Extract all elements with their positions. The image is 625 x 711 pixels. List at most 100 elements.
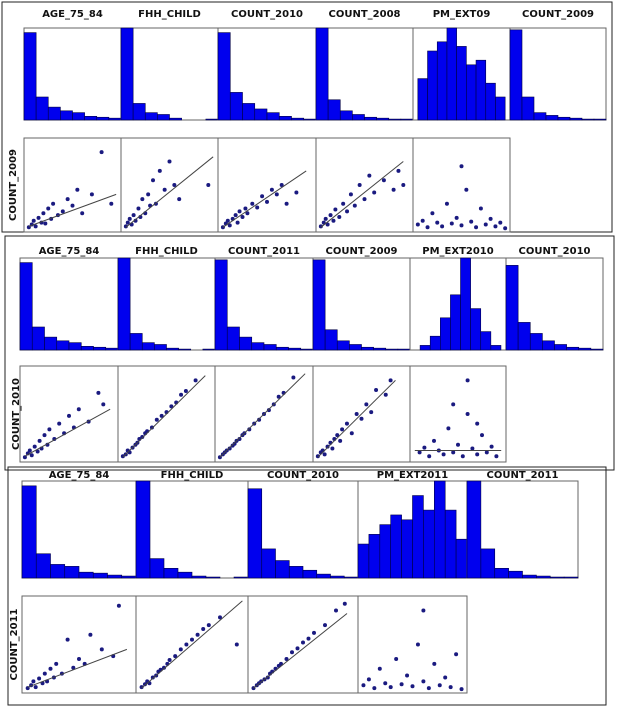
histogram-bar — [379, 524, 391, 579]
histogram-title: PM_EXT2010 — [422, 246, 494, 257]
histogram-bar — [261, 548, 276, 579]
scatter-point — [178, 647, 183, 652]
histogram-title: COUNT_2008 — [329, 9, 401, 20]
scatter-point — [494, 454, 499, 459]
scatter-point — [396, 168, 401, 173]
histogram-bar — [368, 534, 381, 579]
scatter-point — [338, 438, 343, 443]
histogram-bar — [549, 576, 565, 579]
histogram-bar — [72, 112, 85, 121]
scatter-point — [415, 222, 420, 227]
fit-line — [222, 170, 307, 228]
scatter-point — [369, 410, 374, 415]
scatter-point — [421, 679, 426, 684]
scatter-point — [323, 216, 328, 221]
histogram-bar — [509, 29, 523, 121]
histogram-bar — [423, 509, 435, 579]
scatter-point — [96, 390, 101, 395]
scatter-point — [432, 661, 437, 666]
histogram-bar — [191, 575, 207, 579]
scatter-point — [344, 421, 349, 426]
histogram-bar — [336, 340, 350, 351]
scatter-point — [48, 666, 53, 671]
histogram-bar — [364, 116, 377, 121]
histogram-bar — [291, 117, 305, 121]
scatter-point — [240, 214, 245, 219]
scatter-point — [237, 209, 242, 214]
scatter-point — [247, 427, 252, 432]
scatter-point — [399, 682, 404, 687]
histogram-title: AGE_75_84 — [39, 246, 100, 257]
histogram-bar — [177, 571, 193, 579]
histogram-title: AGE_75_84 — [49, 470, 110, 481]
histogram-title: COUNT_2010 — [519, 246, 591, 257]
scatter-point — [394, 657, 399, 662]
scatter-point — [451, 450, 456, 455]
scatter-point — [325, 444, 330, 449]
scatter-point — [341, 201, 346, 206]
histogram-title: COUNT_2010 — [231, 9, 303, 20]
histogram-bar — [466, 64, 477, 121]
scatter-point — [60, 209, 65, 214]
scatter-point — [430, 211, 435, 216]
scatter-point — [29, 453, 34, 458]
scatter-point — [120, 454, 125, 459]
scatter-point — [225, 218, 230, 223]
histogram-bar — [303, 118, 317, 121]
scatter-point — [417, 450, 422, 455]
histogram-bar — [44, 336, 58, 351]
histogram-bar — [397, 348, 411, 351]
scatter-point — [361, 683, 366, 688]
scatter-point — [362, 197, 367, 202]
scatter-point — [381, 178, 386, 183]
histogram-bar — [352, 114, 365, 121]
scatter-point — [183, 388, 188, 393]
histogram-title: FHH_CHILD — [161, 470, 224, 481]
scatter-point — [274, 192, 279, 197]
fit-line — [125, 156, 214, 228]
histogram-bar — [505, 265, 519, 351]
histogram-bar — [427, 50, 438, 121]
scatter-point — [218, 615, 222, 620]
histogram-bar — [120, 27, 134, 121]
scatter-point — [101, 402, 106, 407]
fit-line — [141, 600, 243, 689]
scatter-point — [383, 681, 388, 686]
histogram-title: COUNT_2011 — [228, 246, 300, 257]
histogram-bar — [400, 118, 414, 121]
histogram-bar — [251, 342, 265, 351]
histogram-bar — [205, 576, 221, 579]
scatter-point — [36, 215, 41, 220]
scatter-point — [352, 203, 357, 208]
scatter-point — [357, 183, 362, 187]
scatter-point — [410, 684, 415, 689]
scatter-point — [266, 408, 271, 413]
histogram-bar — [557, 116, 571, 121]
scatter-point — [257, 417, 262, 422]
scatter-point — [426, 686, 431, 691]
histogram-bar — [144, 112, 158, 121]
histogram-bar — [590, 348, 604, 351]
histogram-bar — [495, 96, 506, 121]
scatter-point — [315, 454, 320, 459]
histogram-bar — [446, 27, 457, 121]
scatter-point — [65, 197, 70, 202]
scatter-point — [195, 632, 200, 637]
scatter-point — [333, 207, 338, 212]
scatter-point — [451, 402, 456, 407]
fit-line — [219, 373, 306, 458]
histogram-title: PM_EXT09 — [433, 9, 491, 20]
scatter-point — [437, 683, 442, 688]
scatter-point — [483, 222, 488, 227]
histogram-bar — [593, 118, 607, 121]
scatter-point — [345, 209, 350, 214]
histogram-bar — [390, 514, 402, 579]
scatter-point — [172, 183, 177, 187]
scatter-point — [88, 632, 93, 637]
scatter-point — [421, 608, 426, 613]
scatter-point — [454, 215, 459, 220]
scatter-point — [243, 206, 248, 211]
scatter-point — [116, 603, 121, 608]
scatter-point — [31, 679, 36, 684]
scatter-point — [80, 211, 85, 216]
